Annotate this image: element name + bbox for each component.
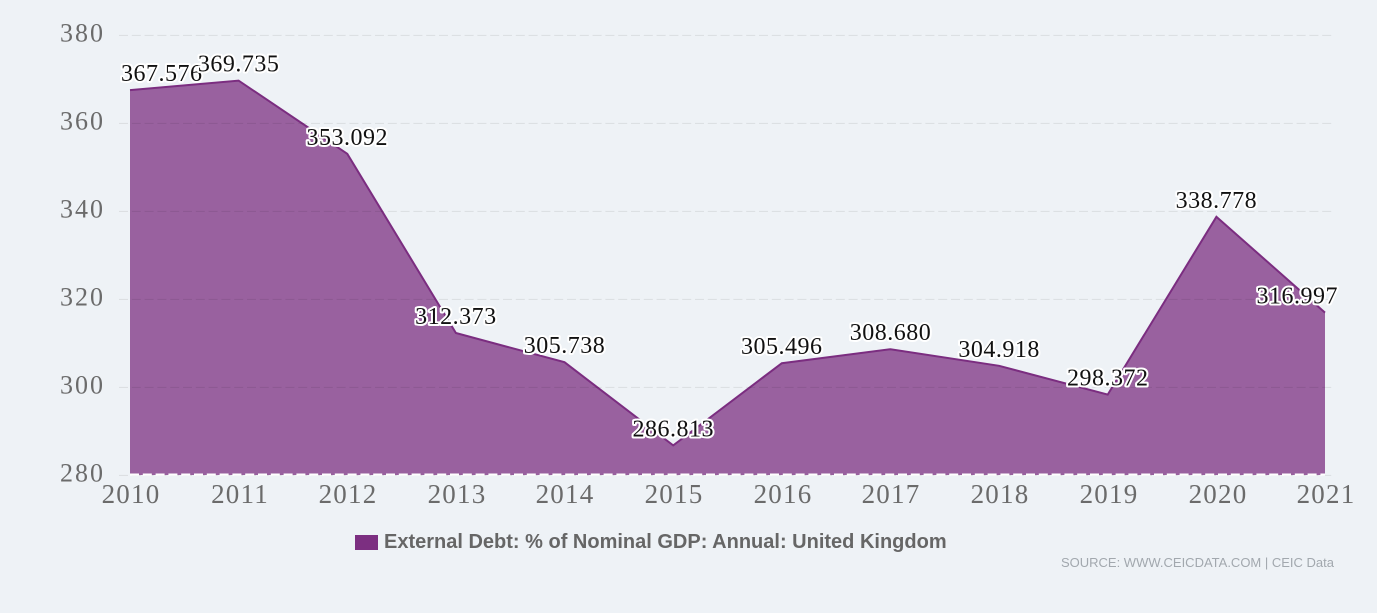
svg-text:305.496: 305.496 [741,334,823,360]
svg-text:External Debt: % of Nominal GD: External Debt: % of Nominal GDP: Annual:… [384,531,947,553]
svg-text:340: 340 [60,195,105,224]
svg-text:2013: 2013 [428,479,487,509]
svg-text:367.576: 367.576 [121,61,203,87]
svg-text:320: 320 [60,283,105,312]
svg-text:2019: 2019 [1080,479,1139,509]
svg-text:338.778: 338.778 [1176,188,1258,214]
svg-text:298.372: 298.372 [1067,366,1149,392]
svg-text:2016: 2016 [754,479,813,509]
svg-text:308.680: 308.680 [850,320,932,346]
svg-text:2018: 2018 [971,479,1030,509]
svg-text:2020: 2020 [1189,479,1248,509]
svg-text:2014: 2014 [536,479,595,509]
svg-text:312.373: 312.373 [415,304,497,330]
svg-text:300: 300 [60,371,105,400]
svg-text:2012: 2012 [319,479,378,509]
svg-text:286.813: 286.813 [632,416,714,442]
svg-text:2015: 2015 [645,479,704,509]
svg-text:SOURCE: WWW.CEICDATA.COM | CEI: SOURCE: WWW.CEICDATA.COM | CEIC Data [1061,555,1335,570]
svg-text:316.997: 316.997 [1257,284,1339,310]
svg-text:2011: 2011 [211,479,269,509]
svg-text:304.918: 304.918 [958,337,1040,363]
svg-text:353.092: 353.092 [307,125,389,151]
svg-text:360: 360 [60,107,105,136]
svg-text:380: 380 [60,19,105,48]
svg-text:305.738: 305.738 [524,333,606,359]
svg-text:2021: 2021 [1297,479,1356,509]
svg-text:2017: 2017 [862,479,921,509]
svg-text:2010: 2010 [102,479,161,509]
svg-text:369.735: 369.735 [198,52,280,78]
svg-text:280: 280 [60,459,105,488]
